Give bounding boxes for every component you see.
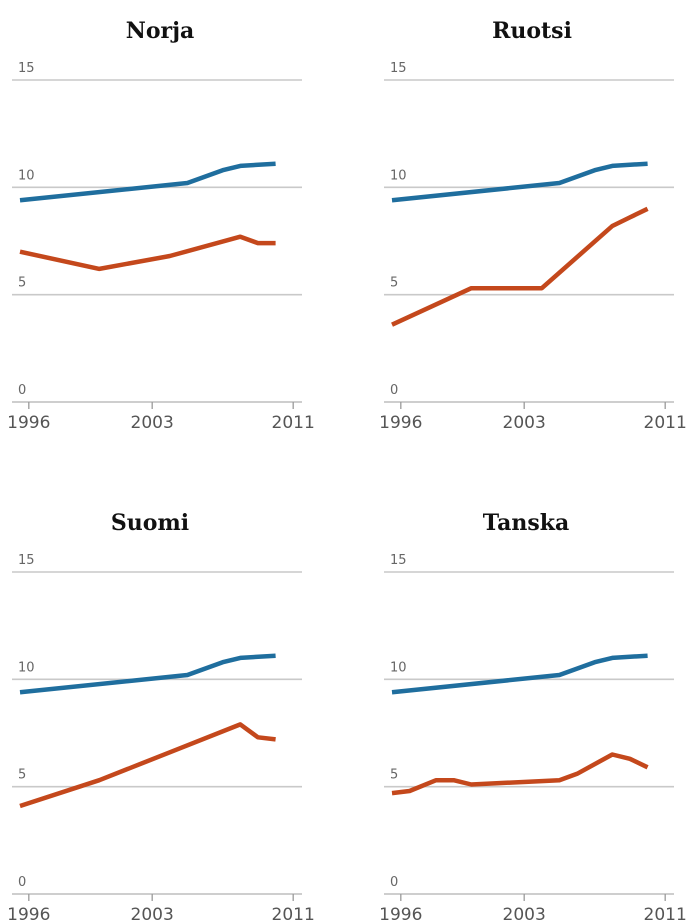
- y-tick-label: 5: [18, 768, 26, 783]
- series-line-2-suomi: [19, 722, 276, 809]
- chart-title: Norja: [126, 18, 195, 44]
- y-tick-label: 0: [390, 383, 398, 398]
- chart-panel-suomi: Suomi 0 5 10 15 1996 2003 2011: [7, 510, 315, 921]
- y-tick-label: 0: [18, 383, 26, 398]
- series-line-1-tanska: [391, 653, 648, 695]
- y-tick-label: 5: [390, 768, 398, 783]
- y-tick-label: 10: [390, 168, 407, 183]
- series-line-2-norja: [19, 234, 276, 272]
- chart-panel-ruotsi: Ruotsi 0 5 10 15 1996 2003 2011: [379, 18, 687, 433]
- y-tick-label: 10: [18, 168, 35, 183]
- series-line-2-ruotsi: [391, 206, 649, 327]
- x-tick-label: 2003: [503, 905, 546, 921]
- y-tick-label: 15: [18, 553, 35, 568]
- x-tick-label: 2011: [644, 905, 687, 921]
- y-tick-label: 5: [18, 276, 26, 291]
- x-tick-label: 2003: [131, 413, 174, 433]
- chart-title: Tanska: [483, 510, 569, 536]
- x-tick-label: 2011: [644, 413, 687, 433]
- chart-panel-tanska: Tanska 0 5 10 15 1996 2003 2011: [379, 510, 687, 921]
- y-tick-label: 15: [390, 61, 407, 76]
- y-tick-label: 0: [390, 875, 398, 890]
- series-line-1-ruotsi: [391, 161, 648, 203]
- x-tick-label: 1996: [7, 905, 50, 921]
- x-tick-label: 1996: [379, 413, 422, 433]
- y-tick-label: 10: [390, 660, 407, 675]
- x-tick-label: 2011: [272, 413, 315, 433]
- y-tick-label: 10: [18, 660, 35, 675]
- y-tick-label: 0: [18, 875, 26, 890]
- x-tick-label: 1996: [7, 413, 50, 433]
- x-tick-label: 2003: [503, 413, 546, 433]
- y-tick-label: 5: [390, 276, 398, 291]
- y-tick-label: 15: [390, 553, 407, 568]
- series-line-1-norja: [19, 161, 276, 203]
- series-line-2-tanska: [391, 752, 649, 796]
- x-tick-label: 2003: [131, 905, 174, 921]
- chart-title: Ruotsi: [492, 18, 572, 44]
- y-tick-label: 15: [18, 61, 35, 76]
- x-tick-label: 2011: [272, 905, 315, 921]
- chart-title: Suomi: [111, 510, 189, 536]
- x-tick-label: 1996: [379, 905, 422, 921]
- chart-panel-norja: Norja 0 5 10 15 1996 2003 2011: [7, 18, 315, 433]
- series-line-1-suomi: [19, 653, 276, 695]
